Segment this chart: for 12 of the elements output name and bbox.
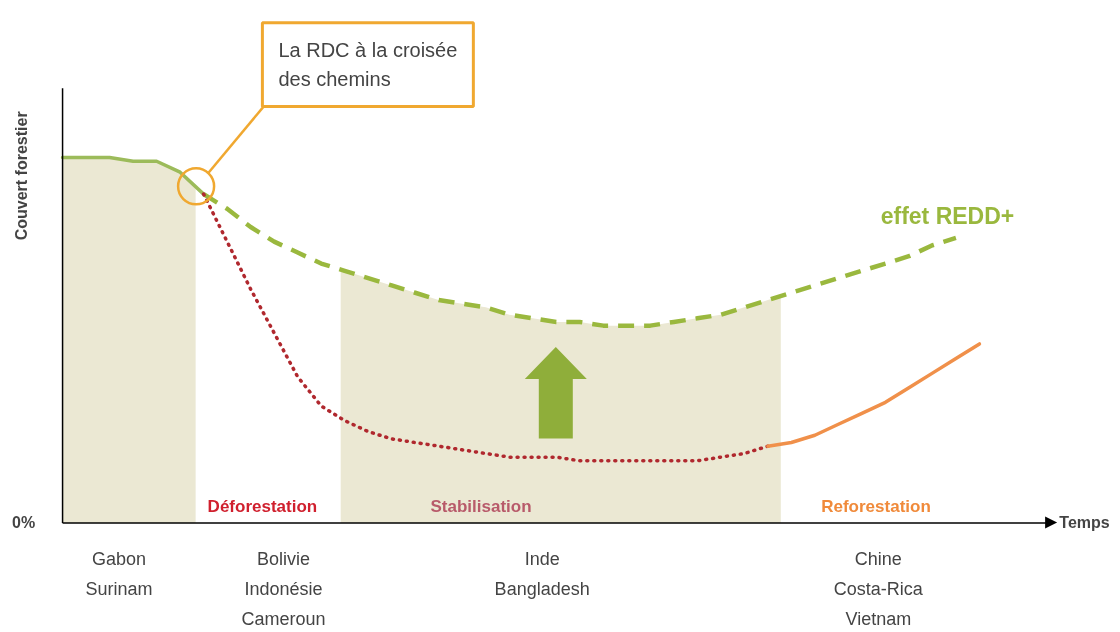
annotation: Reforestation <box>821 496 931 516</box>
y-axis-title: Couvert forestier <box>12 111 30 241</box>
annotation: Déforestation <box>207 496 318 516</box>
text: Bolivie Indonésie Cameroun <box>241 549 326 630</box>
x-axis-title: Temps <box>1059 514 1110 532</box>
series-label: effet REDD+ <box>880 203 1015 230</box>
text: Inde Bangladesh <box>494 549 590 600</box>
text: La RDC à la croisée des chemins <box>278 38 458 91</box>
text: 0% <box>11 514 36 532</box>
annotation: Stabilisation <box>430 496 532 516</box>
text: Gabon Surinam <box>85 549 153 600</box>
text: Chine Costa-Rica Vietnam <box>833 549 924 630</box>
